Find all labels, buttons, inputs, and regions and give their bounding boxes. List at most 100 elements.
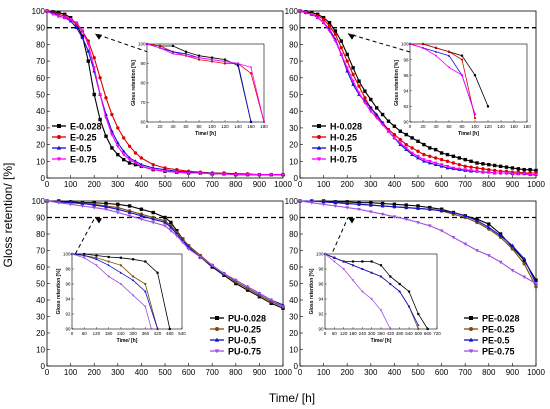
x-tick-label: 900: [506, 368, 520, 377]
data-point: [475, 166, 479, 170]
x-tick-label: 300: [111, 368, 125, 377]
data-point: [422, 142, 426, 147]
inset-data-point: [333, 256, 336, 259]
data-point: [104, 201, 108, 206]
inset-x-tick-label: 180: [523, 124, 531, 129]
data-point: [351, 72, 355, 77]
data-point: [534, 168, 538, 173]
data-point: [98, 117, 102, 122]
data-point: [333, 32, 338, 37]
x-tick-label: 900: [253, 180, 267, 189]
data-point: [68, 202, 73, 207]
data-point: [380, 201, 385, 206]
inset-data-point: [421, 42, 425, 46]
inset-data-point: [158, 44, 162, 48]
data-point: [257, 292, 262, 296]
inset-data-point: [379, 275, 383, 278]
panel-PE: 0 100 200 300 400 500 600 700 800 900 100001020304…: [285, 197, 546, 377]
inset-x-tick-label: 540: [178, 331, 186, 336]
data-point: [368, 109, 373, 114]
inset-data-point: [223, 62, 227, 65]
data-point: [351, 66, 355, 70]
y-tick-label: 70: [36, 247, 45, 256]
data-point: [333, 39, 338, 44]
data-point: [127, 161, 132, 165]
legend-label: E-0.25: [70, 133, 97, 143]
y-tick-label: 0: [41, 174, 46, 183]
x-tick-label: 400: [135, 180, 149, 189]
inset-data-point: [70, 253, 74, 256]
x-tick-label: 1000: [527, 180, 545, 189]
x-tick-label: 0: [298, 368, 303, 377]
data-point: [333, 29, 338, 33]
inset-data-point: [83, 252, 86, 256]
data-point: [80, 204, 85, 208]
inset-x-tick-label: 60: [446, 124, 452, 129]
data-point: [493, 168, 497, 173]
data-point: [269, 298, 274, 303]
data-point: [257, 173, 262, 177]
inset-data-point: [171, 52, 175, 56]
legend-marker: [215, 316, 219, 320]
data-point: [74, 21, 79, 25]
inset-y-tick-label: 92: [403, 104, 409, 109]
x-tick-label: 400: [135, 368, 149, 377]
inset-data-point: [184, 52, 188, 55]
inset-x-tick-label: 120: [484, 124, 492, 129]
data-point: [380, 212, 385, 217]
x-tick-label: 200: [88, 180, 102, 189]
inset-data-point: [351, 279, 355, 282]
inset-series-line: [146, 43, 265, 123]
data-point: [404, 146, 409, 150]
data-point: [357, 202, 361, 206]
data-point: [163, 220, 167, 224]
data-point: [534, 282, 538, 286]
inset-series-line: [324, 253, 391, 330]
y-tick-label: 60: [289, 74, 298, 83]
data-point: [469, 159, 473, 163]
zoom-arrow: [347, 33, 411, 53]
data-point: [487, 162, 491, 167]
inset-data-point: [223, 58, 227, 61]
legend-marker: [317, 135, 321, 139]
inset-frame: [71, 253, 183, 330]
data-point: [427, 224, 432, 228]
data-point: [92, 92, 96, 97]
data-point: [104, 116, 108, 120]
zoom-arrow: [329, 217, 349, 259]
data-point: [104, 96, 108, 100]
data-point: [222, 272, 226, 276]
x-tick-label: 700: [206, 368, 220, 377]
inset-x-tick-label: 180: [260, 124, 268, 129]
x-tick-label: 100: [64, 180, 78, 189]
inset-y-tick-label: 94: [403, 89, 409, 94]
inset-PE: 0 60 120 180 240 300 360 420 480 540 600 660 720 90 92…: [309, 252, 441, 344]
x-tick-label: 800: [482, 180, 496, 189]
arrow-head: [348, 217, 355, 224]
inset-data-point: [236, 64, 240, 67]
data-point: [433, 161, 438, 166]
inset-data-point: [83, 254, 86, 257]
legend-label: PE-0.5: [482, 336, 510, 346]
inset-data-point: [131, 278, 135, 282]
data-point: [151, 168, 156, 172]
data-point: [392, 215, 397, 219]
data-point: [457, 167, 462, 171]
data-point: [169, 225, 173, 229]
inset-data-point: [370, 260, 373, 263]
y-tick-label: 80: [289, 230, 298, 239]
data-point: [151, 217, 156, 221]
inset-data-point: [486, 105, 490, 108]
y-tick-label: 90: [36, 214, 45, 223]
data-point: [451, 154, 456, 158]
y-tick-label: 40: [289, 296, 298, 305]
inset-data-point: [158, 47, 162, 50]
inset-data-point: [361, 267, 364, 270]
inset-data-point: [156, 327, 159, 330]
x-tick-label: 100: [317, 180, 331, 189]
inset-data-point: [379, 264, 383, 267]
inset-x-tick-label: 240: [117, 331, 125, 336]
data-point: [151, 162, 155, 167]
data-point: [198, 255, 203, 260]
inset-data-point: [119, 264, 122, 267]
